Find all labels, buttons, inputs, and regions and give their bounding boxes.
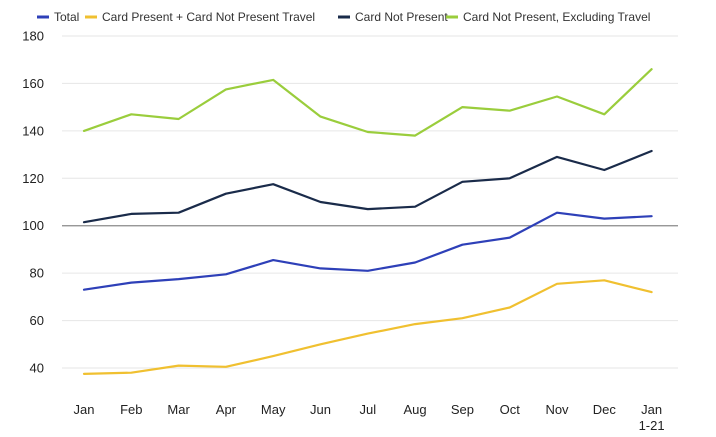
- legend-label: Card Not Present, Excluding Travel: [463, 10, 650, 24]
- x-tick-label: Jul: [359, 402, 376, 417]
- legend: Total Card Present + Card Not Present Tra…: [37, 10, 650, 24]
- x-tick-label: Sep: [451, 402, 474, 417]
- y-tick-label: 180: [22, 29, 44, 44]
- x-tick-label: Jan: [74, 402, 95, 417]
- y-tick-label: 40: [30, 361, 44, 376]
- x-tick-label: Jun: [310, 402, 331, 417]
- y-tick-label: 100: [22, 218, 44, 233]
- series-line-2: [82, 149, 653, 224]
- y-tick-label: 160: [22, 76, 44, 91]
- x-tick-label: May: [261, 402, 286, 417]
- series-line-3: [82, 68, 653, 137]
- x-tick-label: Jan 1-21: [639, 402, 665, 433]
- x-tick-label: Feb: [120, 402, 142, 417]
- x-tick-label: Aug: [404, 402, 427, 417]
- grid-lines: [62, 35, 678, 369]
- y-tick-label: 140: [22, 123, 44, 138]
- legend-label: Card Present + Card Not Present Travel: [102, 10, 315, 24]
- y-tick-label: 120: [22, 171, 44, 186]
- x-axis-ticks: Jan Feb Mar Apr May Jun Jul Aug Sep Oct Nov Dec Jan 1…: [74, 402, 665, 433]
- x-tick-label: Mar: [167, 402, 190, 417]
- x-tick-label: Apr: [216, 402, 237, 417]
- legend-label: Total: [54, 10, 79, 24]
- legend-label: Card Not Present: [355, 10, 448, 24]
- y-tick-label: 60: [30, 313, 44, 328]
- series-line-1: [82, 279, 653, 375]
- series-lines: [82, 68, 653, 375]
- y-axis-ticks: 40 60 80 100 120 140 160 180: [22, 29, 44, 376]
- x-tick-label: Dec: [593, 402, 617, 417]
- x-tick-label: Oct: [500, 402, 521, 417]
- series-line-0: [82, 211, 653, 291]
- x-tick-label: Nov: [545, 402, 569, 417]
- y-tick-label: 80: [30, 266, 44, 281]
